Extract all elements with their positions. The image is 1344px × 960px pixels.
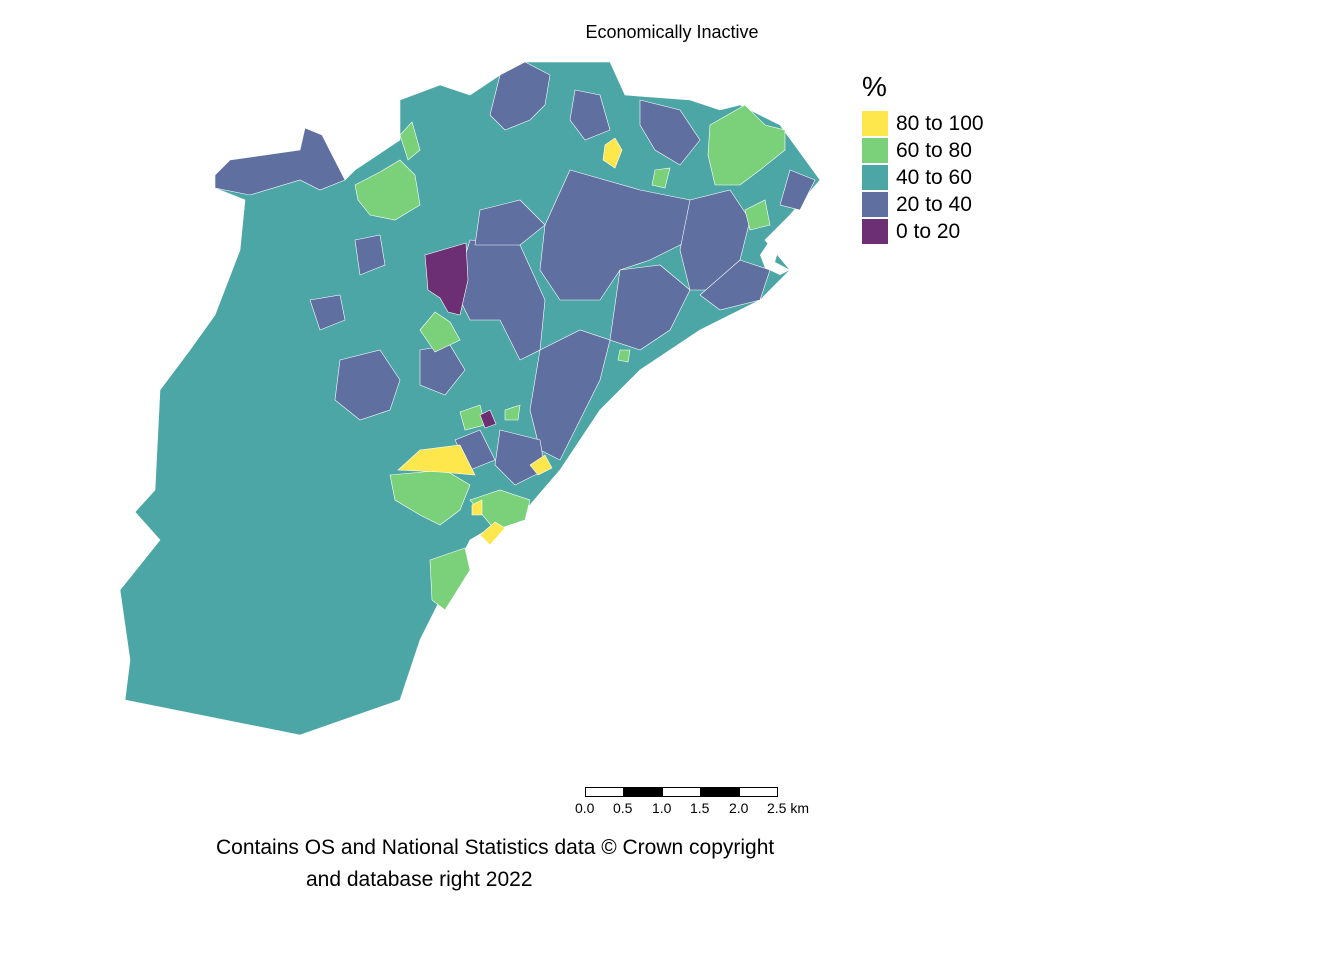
scale-tick-label: 2.0 (729, 800, 749, 816)
legend-swatch (862, 165, 888, 190)
scale-bar-labels: 0.0 0.5 1.0 1.5 2.0 2.5 km (575, 800, 825, 818)
scale-tick-label: 1.0 (652, 800, 672, 816)
legend-swatch (862, 111, 888, 136)
map-regions-20-40 (214, 61, 816, 486)
legend-swatch (862, 138, 888, 163)
legend-swatch (862, 192, 888, 217)
map-title: Economically Inactive (585, 22, 759, 42)
legend-swatch (862, 219, 888, 244)
attribution-line: and database right 2022 (306, 868, 533, 891)
legend-item: 0 to 20 (862, 218, 984, 245)
legend-label: 60 to 80 (896, 138, 972, 162)
legend-label: 0 to 20 (896, 219, 961, 243)
map-regions-0-20 (424, 242, 497, 429)
legend-item: 40 to 60 (862, 164, 984, 191)
map-estuary (760, 240, 790, 275)
legend-label: 80 to 100 (896, 111, 984, 135)
scale-tick-label: 1.5 (690, 800, 710, 816)
map-regions-80-100 (397, 137, 623, 546)
legend-item: 20 to 40 (862, 191, 984, 218)
scale-tick-label: 0.5 (613, 800, 633, 816)
map-regions-60-80 (354, 104, 786, 611)
legend-label: 20 to 40 (896, 192, 972, 216)
legend-title: % (862, 71, 887, 102)
legend-item: 60 to 80 (862, 137, 984, 164)
attribution: Contains OS and National Statistics data… (216, 832, 774, 896)
legend: % 80 to 100 60 to 80 40 to 60 20 to 40 0… (862, 72, 984, 245)
legend-item: 80 to 100 (862, 110, 984, 137)
scale-bar (585, 787, 778, 797)
attribution-line: Contains OS and National Statistics data… (216, 836, 775, 859)
scale-tick-label: 0.0 (575, 800, 595, 816)
scale-tick-label: 2.5 km (767, 800, 810, 816)
legend-label: 40 to 60 (896, 165, 972, 189)
